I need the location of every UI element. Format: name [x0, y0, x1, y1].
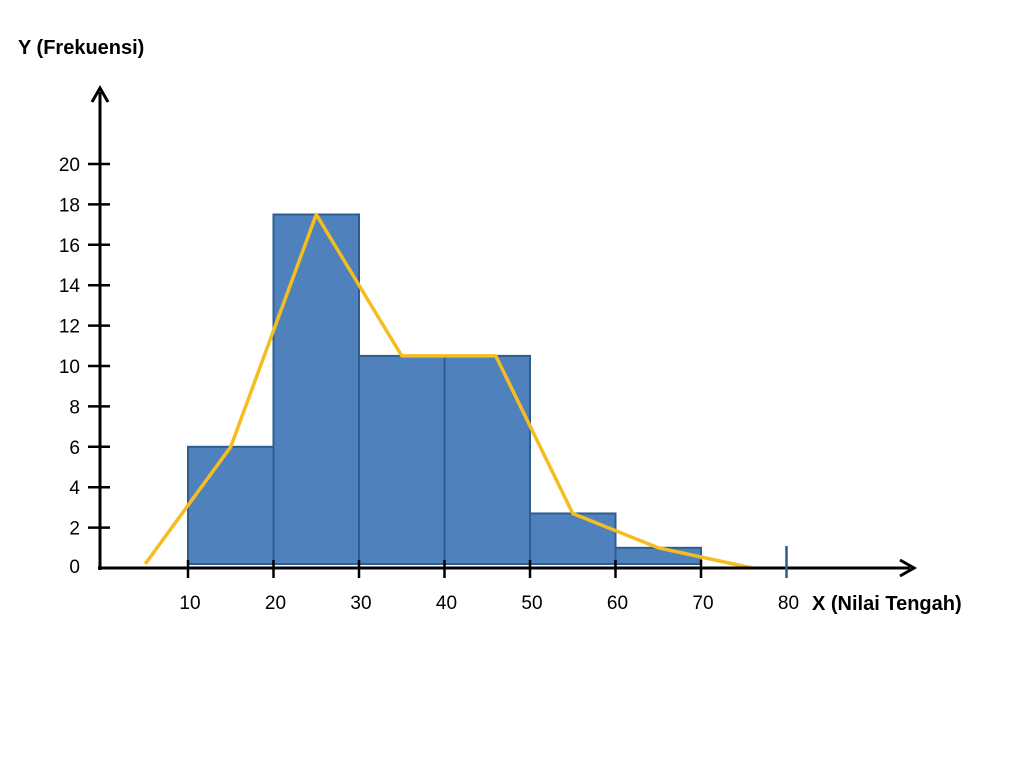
x-axis-title: X (Nilai Tengah) — [812, 593, 962, 615]
y-tick-label: 8 — [69, 397, 80, 418]
frequency-polygon-line — [143, 212, 753, 570]
y-tick-label: 2 — [69, 519, 80, 540]
y-tick-label: 10 — [59, 357, 80, 378]
axes-layer — [88, 84, 918, 578]
x-tick-label: 10 — [179, 593, 200, 614]
y-tick-label: 14 — [59, 276, 81, 297]
histogram-bar-4 — [443, 354, 531, 565]
x-tick-label: 50 — [521, 593, 542, 614]
histogram-bar-5 — [529, 512, 617, 566]
y-axis-title: Y (Frekuensi) — [18, 37, 144, 59]
x-tick-label: 40 — [436, 593, 457, 614]
y-tick-label: 16 — [59, 236, 80, 257]
y-axis-arrow — [90, 84, 110, 103]
y-tick-label: 0 — [69, 557, 80, 578]
y-tick-label: 18 — [59, 195, 80, 216]
x-tick-label: 70 — [692, 593, 713, 614]
polygon-layer — [143, 212, 753, 570]
y-tick-label: 4 — [69, 478, 80, 499]
labels-layer: 0 2 4 6 8 10 12 14 16 18 20 10 20 30 40 50 60 70 80 — [59, 155, 799, 614]
histogram-bar-3 — [358, 354, 446, 565]
x-tick-label: 80 — [778, 593, 799, 614]
x-tick-label: 30 — [350, 593, 371, 614]
histogram-bar-1 — [187, 445, 275, 565]
y-tick-label: 12 — [59, 317, 80, 338]
y-tick-label: 20 — [59, 155, 80, 176]
x-tick-label: 60 — [607, 593, 628, 614]
x-tick-label: 20 — [265, 593, 286, 614]
histogram-bar-2 — [272, 213, 360, 565]
y-tick-label: 6 — [69, 438, 80, 459]
x-axis-arrow — [899, 558, 918, 578]
bars-layer — [187, 213, 702, 566]
